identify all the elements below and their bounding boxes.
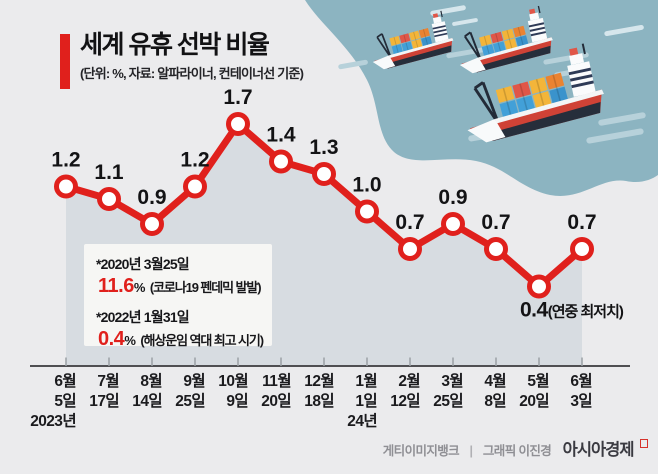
- x-axis-label: 6월 5일 2023년: [30, 373, 76, 430]
- x-axis-label: 1월 1일 24년: [347, 373, 377, 430]
- data-point-marker: [269, 149, 293, 174]
- note-entry-2022: *2022년 1월31일 0.4% (해상운임 역대 최고 시기): [96, 307, 264, 351]
- note-desc: (해상운임 역대 최고 시기): [140, 333, 264, 348]
- unit-source-note: (단위: %, 자료: 알파라이너, 컨테이너선 기준): [80, 66, 304, 81]
- credits: 게티이미지뱅크 | 그래픽 이진경 아시아경제: [383, 436, 648, 460]
- data-point-label: 1.2: [180, 149, 209, 172]
- note-date: *2020년 3월25일: [96, 256, 190, 272]
- data-point-marker: [97, 187, 121, 211]
- credit-divider: |: [469, 444, 473, 458]
- data-point-marker: [441, 212, 465, 236]
- x-axis-label: 12월 18일: [304, 373, 334, 410]
- data-point-label: 1.4: [266, 124, 296, 147]
- data-point-label: 1.0: [352, 174, 381, 197]
- x-axis-label: 11월 20일: [261, 373, 291, 410]
- note-value: 0.4: [98, 328, 125, 350]
- x-axis-label: 10월 9일: [218, 373, 248, 410]
- note-unit: %: [133, 280, 146, 295]
- x-axis-labels: 6월 5일 2023년 7월 17일 8월 14일 9월 25일 10월 9일 11월 20일 12월 18…: [0, 372, 658, 438]
- data-point-marker: [54, 174, 78, 199]
- graphic-credit: 그래픽 이진경: [482, 444, 552, 458]
- brand-logo: 아시아경제: [562, 441, 635, 459]
- x-axis-label: 7월 17일: [89, 373, 119, 410]
- note-entry-2020: *2020년 3월25일 11.6% (코로나19 펜데믹 발발): [96, 254, 262, 298]
- note-date: *2022년 1월31일: [96, 309, 190, 325]
- data-point-label: 1.3: [309, 136, 338, 159]
- data-point-label-min: 0.4(연중 최저치): [520, 299, 624, 322]
- data-point-marker: [183, 174, 207, 199]
- data-point-marker: [570, 237, 594, 261]
- note-unit: %: [124, 333, 136, 348]
- note-desc: (코로나19 펜데믹 발발): [149, 280, 262, 295]
- title-accent-bar: [60, 34, 70, 89]
- data-point-marker: [140, 212, 164, 236]
- image-credit: 게티이미지뱅크: [382, 444, 460, 458]
- note-value: 11.6: [98, 275, 134, 297]
- page-title: 세계 유휴 선박 비율: [80, 31, 270, 59]
- data-point-marker: [527, 274, 551, 299]
- x-axis-label: 2월 12일: [390, 373, 420, 410]
- x-axis-label: 9월 25일: [175, 373, 205, 410]
- historical-note-box: *2020년 3월25일 11.6% (코로나19 펜데믹 발발) *2022년…: [84, 244, 272, 350]
- asiae-logo-mark: [640, 439, 648, 448]
- data-point-marker: [355, 199, 379, 224]
- data-point-marker: [398, 237, 422, 261]
- data-point-label: 0.9: [137, 186, 166, 209]
- x-axis-label: 4월 8일: [484, 373, 506, 410]
- data-point-label: 1.1: [94, 161, 124, 184]
- data-point-label: 0.7: [567, 211, 596, 234]
- x-axis-label: 8월 14일: [132, 373, 162, 410]
- data-point-label: 0.7: [395, 211, 424, 234]
- data-point-marker: [226, 112, 250, 136]
- x-axis-label: 6월 3일: [570, 373, 592, 410]
- x-axis-label: 3월 25일: [433, 373, 463, 410]
- data-point-label: 1.2: [51, 149, 80, 172]
- x-axis-label: 5월 20일: [519, 373, 549, 410]
- data-point-marker: [484, 237, 508, 261]
- data-point-label: 0.9: [438, 186, 467, 209]
- data-point-label: 1.7: [223, 86, 252, 109]
- data-point-marker: [312, 162, 336, 186]
- data-point-label: 0.7: [481, 211, 510, 234]
